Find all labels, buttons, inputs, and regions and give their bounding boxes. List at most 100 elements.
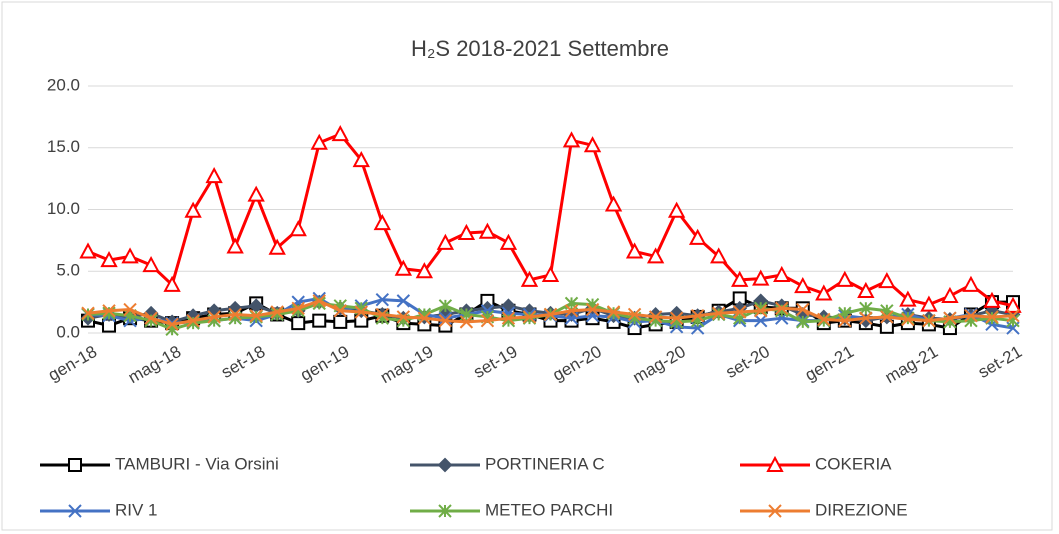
marker [312,296,326,311]
marker [478,222,497,239]
marker [438,299,453,313]
marker [415,262,434,279]
marker [604,195,623,212]
marker [480,313,495,328]
marker [68,458,82,472]
marker [899,290,917,307]
marker [396,294,411,308]
marker [710,247,728,264]
marker [985,310,999,324]
marker [796,315,810,329]
y-tick-label: 5.0 [56,261,80,280]
marker [859,311,873,325]
marker [768,504,782,518]
marker [543,307,558,322]
marker [68,504,82,518]
marker [964,309,978,323]
marker [459,315,474,329]
marker [962,275,980,292]
marker [268,238,286,255]
marker [943,311,957,325]
marker [100,251,118,268]
marker [438,313,453,328]
marker [732,311,747,325]
marker [375,292,390,307]
marker [711,306,726,320]
marker [541,265,560,282]
marker [794,276,812,294]
marker [941,286,959,303]
legend-label: PORTINERIA C [485,454,605,473]
marker [270,305,284,319]
marker [901,312,915,327]
marker [754,313,768,328]
marker [436,233,455,250]
marker [857,281,875,299]
marker [331,125,349,142]
marker [121,247,139,264]
marker [249,309,263,323]
marker [878,272,896,289]
marker [102,304,116,318]
marker [226,237,244,254]
marker [688,228,707,245]
marker [375,307,390,322]
marker [333,314,348,329]
legend-label: METEO PARCHI [485,500,613,519]
marker [564,304,579,318]
marker [817,312,831,327]
y-tick-label: 0.0 [56,322,80,341]
marker [754,304,768,318]
marker [499,233,518,250]
marker [396,310,411,324]
marker [775,301,789,316]
marker [859,301,873,316]
y-tick-label: 15.0 [47,137,80,156]
marker [312,294,326,308]
chart-title: H₂S 2018-2021 Settembre [411,36,669,61]
marker [1004,296,1022,313]
marker [585,302,600,317]
marker [457,223,476,240]
marker [417,311,432,325]
marker [228,307,242,322]
marker [289,220,307,237]
marker [880,304,894,318]
marker [732,305,747,319]
marker [207,310,221,324]
marker [81,306,95,320]
marker [480,304,495,318]
marker [667,201,686,218]
marker [838,313,852,328]
marker [796,302,810,317]
marker [186,313,200,328]
marker [144,311,158,325]
marker [920,295,938,312]
marker [690,309,705,323]
marker [438,504,452,518]
marker [836,270,854,287]
marker [394,259,413,276]
marker [184,201,202,218]
marker [522,310,537,324]
marker [373,213,391,231]
y-tick-label: 20.0 [47,75,80,94]
marker [333,304,347,318]
marker [775,304,789,318]
marker [648,310,663,324]
marker [312,313,327,328]
marker [501,311,516,325]
marker [766,455,784,472]
marker [1006,309,1020,323]
marker [165,317,179,332]
legend-label: TAMBURI - Via Orsini [115,454,279,473]
y-tick-label: 10.0 [47,199,80,218]
marker [752,269,770,286]
marker [880,310,894,324]
marker [123,302,137,317]
marker [922,313,936,328]
marker [205,167,223,184]
marker [625,242,644,259]
marker [669,311,684,325]
